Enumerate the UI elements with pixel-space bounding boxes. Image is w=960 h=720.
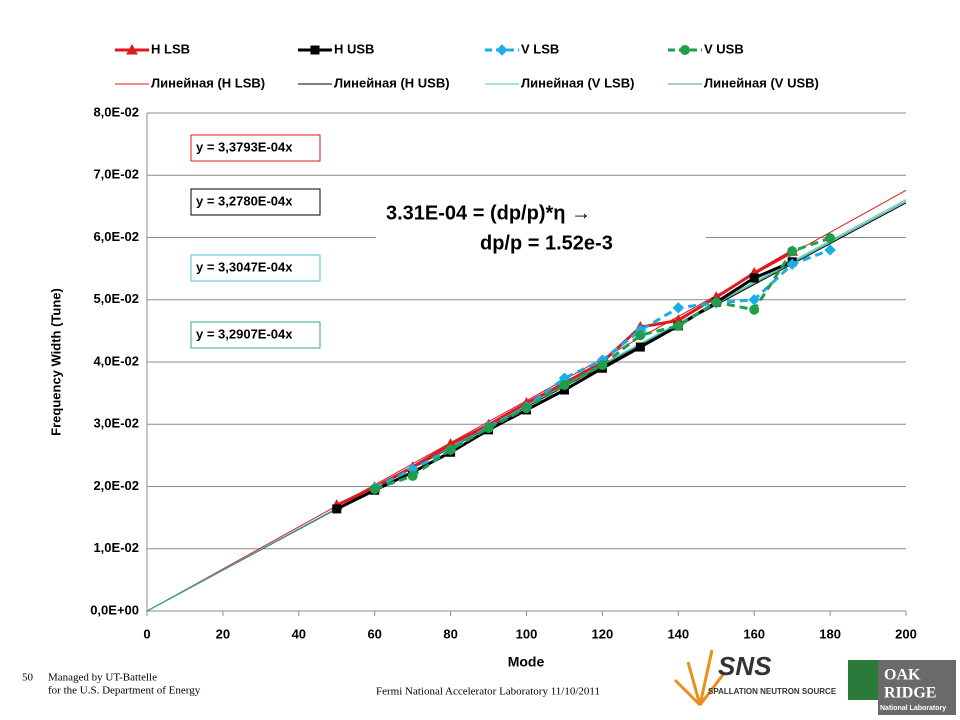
marker xyxy=(559,380,570,391)
marker xyxy=(635,330,646,341)
equation-label: y = 3,2907E-04x xyxy=(196,326,293,341)
legend-marker xyxy=(310,45,320,55)
y-tick-label: 3,0E-02 xyxy=(93,416,139,431)
marker xyxy=(521,403,532,414)
x-axis-label: Mode xyxy=(508,654,545,670)
marker xyxy=(483,422,494,433)
logo-tree xyxy=(848,660,878,700)
logo-text: SNS xyxy=(718,651,772,681)
x-tick-label: 160 xyxy=(743,626,765,641)
y-tick-label: 0,0E+00 xyxy=(90,602,139,617)
marker xyxy=(407,470,418,481)
x-tick-label: 60 xyxy=(367,626,381,641)
logo-text: SPALLATION NEUTRON SOURCE xyxy=(708,687,837,696)
marker xyxy=(711,297,722,308)
y-tick-label: 6,0E-02 xyxy=(93,229,139,244)
y-tick-label: 7,0E-02 xyxy=(93,167,139,182)
y-tick-label: 4,0E-02 xyxy=(93,353,139,368)
legend-label: V USB xyxy=(704,41,744,56)
logo-text: RIDGE xyxy=(884,685,936,702)
x-tick-label: 200 xyxy=(895,626,917,641)
legend-label: Линейная (V LSB) xyxy=(521,75,634,90)
marker xyxy=(597,360,608,371)
equation-box xyxy=(190,254,321,282)
legend-label: V LSB xyxy=(521,41,559,56)
marker xyxy=(749,304,760,315)
logo-text: OAK xyxy=(884,667,921,684)
marker xyxy=(749,273,759,283)
x-tick-label: 80 xyxy=(443,626,457,641)
marker xyxy=(672,302,685,314)
logo-rays xyxy=(673,649,727,707)
legend-label: H LSB xyxy=(151,41,190,56)
logo-box xyxy=(878,660,956,715)
sns-logo: SNS SPALLATION NEUTRON SOURCE xyxy=(673,649,837,707)
equation-label: y = 3,3793E-04x xyxy=(196,139,293,154)
marker xyxy=(635,342,645,352)
y-tick-label: 2,0E-02 xyxy=(93,478,139,493)
legend-marker xyxy=(126,43,138,55)
legend-marker xyxy=(496,44,508,56)
legend-label: H USB xyxy=(334,41,374,56)
ornl-logo: OAK RIDGE National Laboratory xyxy=(848,660,956,715)
equation-label: y = 3,2780E-04x xyxy=(196,193,293,208)
equation-box xyxy=(190,134,321,162)
equation-label: y = 3,3047E-04x xyxy=(196,259,293,274)
x-tick-label: 180 xyxy=(819,626,841,641)
legend-label: Линейная (V USB) xyxy=(704,75,819,90)
marker xyxy=(445,444,456,455)
annotation-box xyxy=(376,193,706,263)
marker xyxy=(787,246,798,257)
marker xyxy=(673,320,684,331)
x-tick-label: 0 xyxy=(143,626,150,641)
logo-text: National Laboratory xyxy=(880,705,946,712)
x-tick-label: 20 xyxy=(216,626,230,641)
x-tick-label: 40 xyxy=(292,626,306,641)
annotation: 3.31E-04 = (dp/p)*η → xyxy=(386,202,591,224)
equation-box xyxy=(190,321,321,349)
equation-box xyxy=(190,188,321,216)
y-axis-label: Frequency Width (Tune) xyxy=(48,288,63,436)
footer: 50 Managed by UT-Battelle for the U.S. D… xyxy=(22,649,956,715)
y-tick-label: 1,0E-02 xyxy=(93,540,139,555)
annotation: dp/p = 1.52e-3 xyxy=(480,232,613,254)
marker xyxy=(825,233,836,244)
legend-label: Линейная (H USB) xyxy=(334,75,450,90)
legend-marker xyxy=(680,45,690,55)
footer-text: Managed by UT-Battelle xyxy=(48,672,157,684)
marker xyxy=(369,483,380,494)
marker xyxy=(786,258,798,270)
footer-center: Fermi National Accelerator Laboratory 11… xyxy=(376,686,600,698)
x-tick-label: 100 xyxy=(516,626,538,641)
marker xyxy=(824,244,836,256)
y-tick-label: 8,0E-02 xyxy=(93,104,139,119)
page-number: 50 xyxy=(22,672,34,684)
x-tick-label: 120 xyxy=(592,626,614,641)
x-tick-label: 140 xyxy=(667,626,689,641)
legend-label: Линейная (H LSB) xyxy=(151,75,265,90)
footer-text: for the U.S. Department of Energy xyxy=(48,685,201,697)
y-tick-label: 5,0E-02 xyxy=(93,291,139,306)
marker xyxy=(332,504,342,514)
